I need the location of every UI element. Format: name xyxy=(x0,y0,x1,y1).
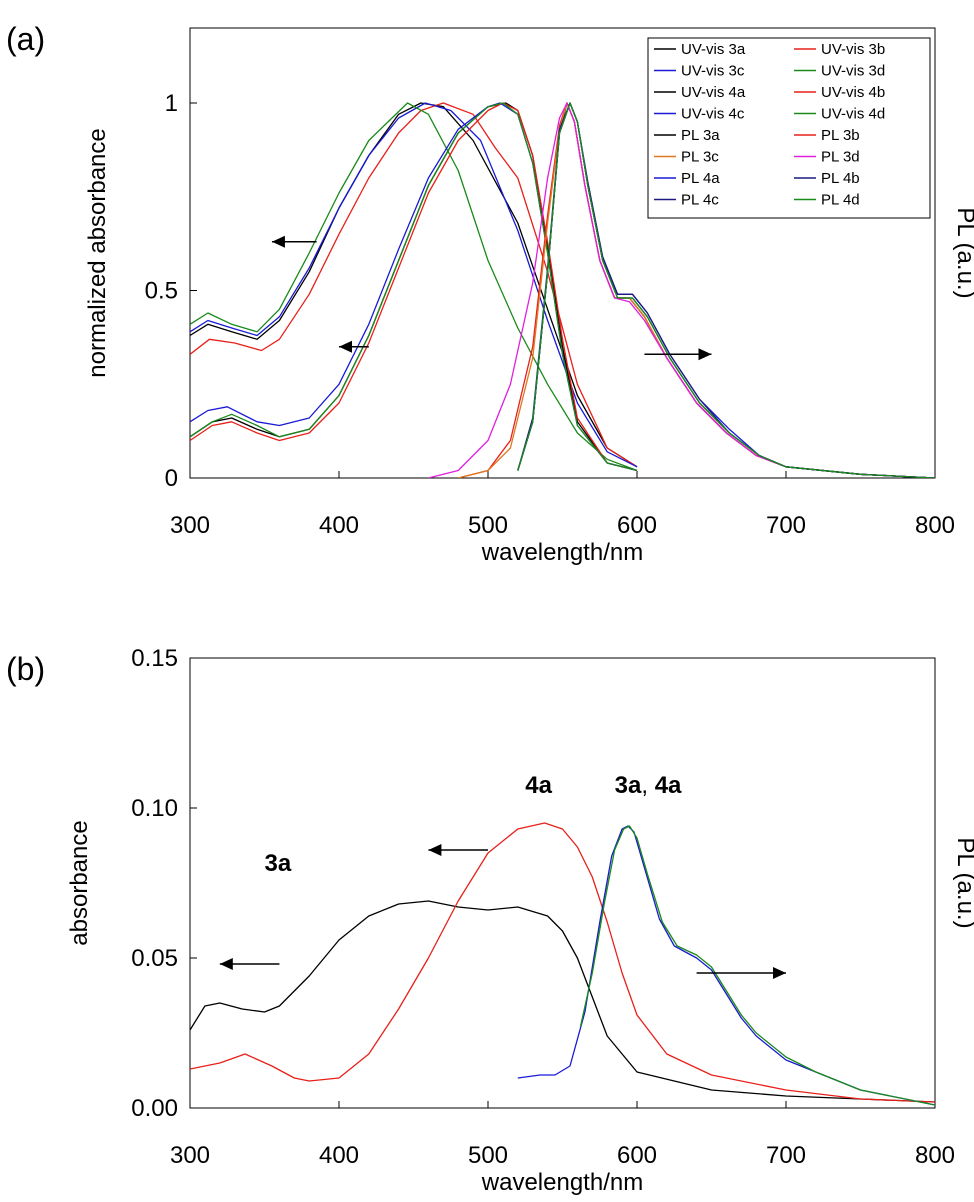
arrow-left-icon xyxy=(339,340,369,353)
x-tick-label: 400 xyxy=(319,1142,359,1169)
legend-item: PL 4b xyxy=(794,170,860,187)
series-line-uv-vis-3d xyxy=(190,102,638,472)
legend-item: PL 4a xyxy=(654,170,720,187)
label-separator: , xyxy=(641,772,654,799)
legend-item: UV-vis 4c xyxy=(654,106,745,123)
secondary-y-axis-title: PL (a.u.) xyxy=(952,207,974,298)
curve-label: 3a xyxy=(615,772,642,799)
series-group xyxy=(190,102,935,478)
legend-label: UV-vis 4a xyxy=(681,84,746,101)
legend-label: PL 3b xyxy=(821,127,860,144)
legend-label: PL 4c xyxy=(681,192,719,209)
x-tick-label: 600 xyxy=(617,1142,657,1169)
legend-box xyxy=(647,37,931,219)
series-line-uv-vis-4d xyxy=(190,102,638,472)
plot-frame xyxy=(189,657,936,1109)
y-tick-label: 1 xyxy=(165,90,178,117)
legend-label: PL 4b xyxy=(821,170,860,187)
arrow-right-icon xyxy=(644,348,712,361)
x-tick-label: 300 xyxy=(170,512,210,539)
legend-label: UV-vis 3a xyxy=(681,41,746,58)
x-tick-label: 500 xyxy=(468,1142,508,1169)
legend-item: PL 3a xyxy=(654,127,720,144)
legend-item: UV-vis 3b xyxy=(794,41,885,58)
legend-item: UV-vis 4d xyxy=(794,106,885,123)
legend-label: PL 3d xyxy=(821,149,860,166)
legend-label: PL 4d xyxy=(821,192,860,209)
legend-item: UV-vis 3a xyxy=(654,41,746,58)
x-tick-label: 700 xyxy=(766,512,806,539)
legend-item: PL 3c xyxy=(654,149,719,166)
legend-label: UV-vis 4b xyxy=(821,84,885,101)
series-line-uv-vis-4b xyxy=(190,102,638,472)
x-tick-label: 500 xyxy=(468,512,508,539)
legend: UV-vis 3a UV-vis 3b UV-vis 3c UV-vis 3d UV-v… xyxy=(647,37,931,219)
legend-item: PL 3b xyxy=(794,127,860,144)
series-line-uv-vis-3c xyxy=(190,102,638,468)
series-line-pl-4d xyxy=(517,102,935,478)
series-group xyxy=(190,822,935,1106)
x-tick-label: 600 xyxy=(617,512,657,539)
legend-item: PL 4d xyxy=(794,192,860,209)
legend-label: UV-vis 4d xyxy=(821,106,885,123)
legend-label: UV-vis 3c xyxy=(681,63,745,80)
x-axis-title: wavelength/nm xyxy=(481,1169,643,1196)
arrow-left-icon xyxy=(271,235,317,248)
x-tick-label: 300 xyxy=(170,1142,210,1169)
y-axis-title: normalized absorbance xyxy=(84,128,111,377)
y-axis-title: absorbance xyxy=(66,820,93,945)
legend-item: UV-vis 4b xyxy=(794,84,885,101)
curve-label: 4a xyxy=(655,772,682,799)
legend-label: UV-vis 4c xyxy=(681,106,745,123)
curve-label: 3a xyxy=(265,850,292,877)
arrow-right-icon xyxy=(696,967,786,979)
series-line-uv-vis-4a xyxy=(190,102,638,472)
legend-label: UV-vis 3d xyxy=(821,63,885,80)
plot-frame xyxy=(189,27,936,479)
series-line-4a-absorbance xyxy=(190,822,935,1103)
panel-b: 300 400 500 600 700 800 0.00 0.05 0.10 0.15 wavele… xyxy=(6,645,974,1196)
panel-label: (b) xyxy=(6,651,45,687)
x-tick-label: 800 xyxy=(915,1142,955,1169)
x-tick-label: 800 xyxy=(915,512,955,539)
y-tick-label: 0 xyxy=(165,465,178,492)
x-tick-label: 400 xyxy=(319,512,359,539)
series-line-3a-pl xyxy=(579,825,935,1106)
legend-item: PL 4c xyxy=(654,192,719,209)
x-axis-title: wavelength/nm xyxy=(481,539,643,566)
legend-item: UV-vis 3d xyxy=(794,63,885,80)
x-tick-label: 700 xyxy=(766,1142,806,1169)
y-tick-label: 0.5 xyxy=(145,278,178,305)
series-line-uv-vis-4c xyxy=(190,102,638,472)
panel-label: (a) xyxy=(6,21,45,57)
legend-item: UV-vis 3c xyxy=(654,63,745,80)
y-tick-label: 0.10 xyxy=(131,795,178,822)
legend-label: PL 3a xyxy=(681,127,720,144)
series-line-3a-absorbance xyxy=(190,900,935,1103)
legend-item: PL 3d xyxy=(794,149,860,166)
legend-item: UV-vis 4a xyxy=(654,84,746,101)
legend-label: PL 4a xyxy=(681,170,720,187)
y-tick-label: 0.05 xyxy=(131,945,178,972)
legend-label: PL 3c xyxy=(681,149,719,166)
series-line-4a-pl xyxy=(517,825,935,1106)
series-line-uv-vis-3b xyxy=(190,102,638,468)
legend-label: UV-vis 3b xyxy=(821,41,885,58)
curve-label: 4a xyxy=(525,772,552,799)
panel-a: 300 400 500 600 700 800 0 0.5 1 wavelength/nm norm… xyxy=(6,21,974,566)
secondary-y-axis-title: PL (a.u.) xyxy=(952,837,974,928)
pl-curves-label: 3a, 4a xyxy=(615,772,682,799)
arrow-left-icon xyxy=(219,958,280,970)
series-line-uv-vis-3a xyxy=(190,102,638,468)
y-tick-label: 0.00 xyxy=(131,1095,178,1122)
y-tick-label: 0.15 xyxy=(131,645,178,672)
series-line-pl-3d xyxy=(428,102,935,478)
arrow-left-icon xyxy=(428,844,488,856)
